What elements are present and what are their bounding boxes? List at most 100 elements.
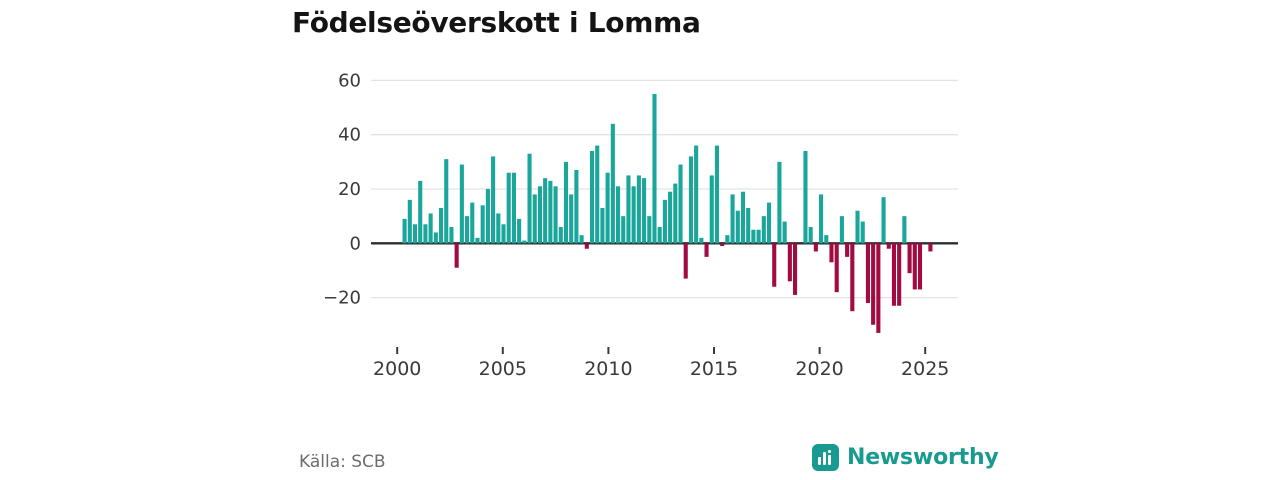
bar-negative xyxy=(829,243,834,263)
bar-positive xyxy=(449,227,454,244)
bar-positive xyxy=(657,227,662,244)
bar-positive xyxy=(402,218,407,244)
bar-positive xyxy=(574,170,579,244)
bar-positive xyxy=(714,145,720,244)
bar-positive xyxy=(803,150,808,244)
bar-positive xyxy=(522,240,527,244)
bar-positive xyxy=(662,199,667,244)
bar-positive xyxy=(537,186,543,244)
bar-positive xyxy=(543,178,548,244)
bar-positive xyxy=(782,221,787,244)
bar-positive xyxy=(819,194,824,244)
bar-positive xyxy=(589,150,595,244)
bar-positive xyxy=(740,191,746,244)
x-axis-tick-label: 2020 xyxy=(795,358,843,380)
bar-negative xyxy=(891,243,897,306)
bar-negative xyxy=(897,243,902,306)
chart-title: Födelseöverskott i Lomma xyxy=(292,6,701,39)
bar-negative xyxy=(871,243,876,325)
bar-positive xyxy=(647,216,652,244)
bar-positive xyxy=(459,164,464,244)
bar-positive xyxy=(730,194,735,244)
bar-negative xyxy=(834,243,839,293)
bar-positive xyxy=(678,164,683,244)
bar-negative xyxy=(912,243,917,290)
bar-positive xyxy=(616,186,621,244)
y-axis-tick-label: 20 xyxy=(338,179,361,200)
bar-positive xyxy=(501,224,506,244)
bar-positive xyxy=(407,199,412,244)
bar-positive xyxy=(444,159,449,244)
bar-positive xyxy=(475,237,480,244)
bar-positive xyxy=(652,93,657,244)
y-axis-tick-label: −20 xyxy=(323,288,361,309)
bar-negative xyxy=(720,243,725,247)
bar-negative xyxy=(813,243,818,252)
bar-positive xyxy=(506,172,511,244)
bar-positive xyxy=(673,183,678,244)
bar-positive xyxy=(688,156,693,244)
bar-positive xyxy=(470,202,475,244)
bar-positive xyxy=(569,194,574,244)
bar-positive xyxy=(855,210,860,244)
bar-positive xyxy=(527,153,532,244)
bar-positive xyxy=(860,221,865,244)
x-axis-tick-label: 2010 xyxy=(584,358,632,380)
newsworthy-bar-chart-icon xyxy=(812,444,839,471)
bar-positive xyxy=(636,175,641,244)
bar-negative xyxy=(917,243,923,290)
bar-positive xyxy=(668,191,673,244)
bar-negative xyxy=(907,243,912,274)
bar-negative xyxy=(865,243,870,304)
bar-positive xyxy=(423,224,428,244)
bar-positive xyxy=(626,175,631,244)
y-axis-tick-label: 0 xyxy=(350,233,361,254)
bar-positive xyxy=(709,175,714,244)
bar-negative xyxy=(683,243,688,279)
bar-negative xyxy=(845,243,850,257)
bar-positive xyxy=(839,216,844,244)
bar-positive xyxy=(600,208,605,244)
bar-positive xyxy=(642,178,647,244)
bar-positive xyxy=(756,229,761,244)
y-axis-tick-label: 40 xyxy=(338,125,361,146)
bar-positive xyxy=(517,218,522,244)
bar-positive xyxy=(433,232,438,244)
bar-positive xyxy=(553,186,558,244)
bar-positive xyxy=(777,161,782,244)
bar-positive xyxy=(808,227,813,244)
bar-positive xyxy=(751,229,756,244)
bar-positive xyxy=(766,202,772,244)
bar-positive xyxy=(412,224,418,244)
bar-positive xyxy=(491,156,496,244)
bar-positive xyxy=(621,216,626,244)
x-axis-tick-label: 2025 xyxy=(901,358,949,380)
bar-negative xyxy=(787,243,792,282)
bar-positive xyxy=(511,172,516,244)
bar-positive xyxy=(902,216,907,244)
bar-negative xyxy=(850,243,855,312)
bar-positive xyxy=(694,145,699,244)
bar-positive xyxy=(824,235,829,244)
bar-positive xyxy=(438,208,444,244)
bar-negative xyxy=(886,243,891,249)
bar-positive xyxy=(881,197,886,244)
bar-negative xyxy=(928,243,933,252)
bar-negative xyxy=(454,243,459,268)
y-axis-tick-label: 60 xyxy=(338,70,361,91)
bar-positive xyxy=(480,205,485,244)
bar-positive xyxy=(563,161,569,244)
brand-name: Newsworthy xyxy=(847,445,999,470)
bar-positive xyxy=(595,145,600,244)
bar-negative xyxy=(584,243,589,249)
source-note: Källa: SCB xyxy=(299,452,386,472)
bar-positive xyxy=(428,213,433,244)
bar-positive xyxy=(761,216,766,244)
bar-positive xyxy=(496,213,501,244)
bar-positive xyxy=(548,180,553,244)
bar-positive xyxy=(532,194,537,244)
bar-positive xyxy=(605,172,610,244)
brand-lockup: Newsworthy xyxy=(812,444,999,471)
bar-positive xyxy=(735,210,740,244)
x-axis-tick-label: 2005 xyxy=(479,358,527,380)
